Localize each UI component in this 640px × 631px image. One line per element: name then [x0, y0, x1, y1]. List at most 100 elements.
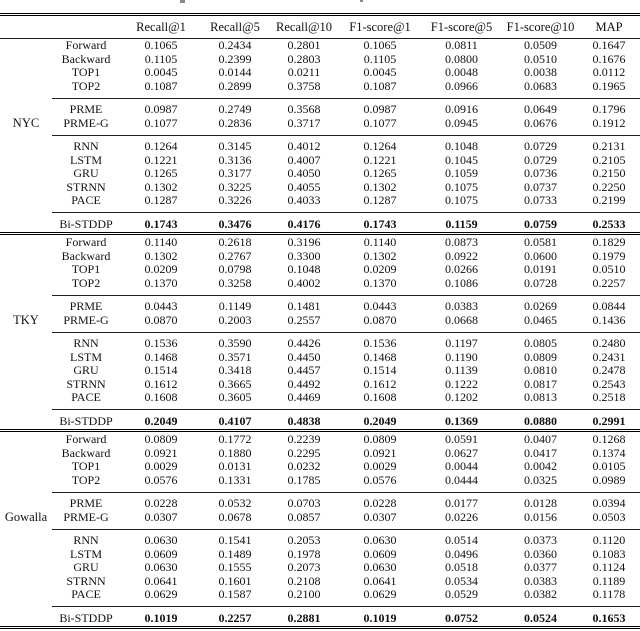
column-header: Recall@1 [120, 17, 202, 39]
metric-value: 0.1436 [592, 313, 626, 327]
group-separator-cell [52, 93, 640, 103]
dataset-label: TKY [13, 313, 39, 328]
dataset-label: NYC [12, 116, 40, 131]
metric-value: 0.0382 [524, 588, 557, 601]
metric-value: 0.0609 [363, 547, 397, 561]
table-row: PACE 0.1608 0.3605 0.4469 0.1608 0.1202 0.0813… [0, 391, 640, 405]
metric-value: 0.0383 [524, 574, 557, 588]
table-row: NYC Forward 0.1065 0.2434 0.2801 0.1065 0.0811… [0, 38, 640, 130]
metric-value: 0.0465 [524, 313, 557, 327]
method-label: PRME [69, 300, 103, 313]
metric-value: 0.0509 [524, 38, 557, 52]
metric-value: 0.2434 [218, 38, 252, 52]
results-table: Recall@1 Recall@5 Recall@10 F1-score@1 F1-sc… [0, 12, 640, 630]
group-separator-line [52, 606, 640, 607]
metric-value: 0.0532 [218, 497, 252, 510]
metric-value: 0.3590 [218, 337, 252, 350]
metric-value: 0.1370 [363, 276, 397, 290]
metric-value: 0.0524 [524, 611, 557, 625]
metric-value: 0.0759 [524, 217, 557, 231]
metric-value: 0.0733 [524, 194, 557, 207]
method-label: RNN [73, 140, 99, 153]
metric-value: 0.1302 [363, 180, 397, 194]
metric-value: 0.1481 [287, 300, 321, 313]
metric-value: 0.2899 [218, 79, 252, 93]
metric-value: 0.0048 [445, 66, 478, 79]
group-separator-row [0, 602, 640, 612]
group-separator-row [0, 290, 640, 300]
metric-value: 0.1796 [592, 103, 626, 116]
metric-value: 0.1178 [592, 588, 626, 601]
method-label: Backward [61, 249, 111, 263]
table-row: RNN 0.1536 0.3590 0.4426 0.1536 0.1197 0.0805 0… [0, 337, 640, 351]
metric-value: 0.1048 [445, 140, 478, 153]
metric-value: 0.0269 [524, 300, 557, 313]
metric-value: 0.3226 [218, 194, 252, 207]
metric-value: 0.0042 [524, 460, 557, 473]
metric-value: 0.1287 [363, 194, 397, 207]
method-label: RNN [73, 337, 99, 350]
group-separator-row [0, 524, 640, 534]
method-label: PACE [71, 194, 101, 207]
metric-value: 0.0325 [524, 473, 557, 487]
metric-value: 0.3145 [218, 140, 252, 153]
metric-value: 0.1265 [144, 167, 178, 180]
metric-value: 0.1302 [363, 249, 397, 263]
metric-value: 0.1374 [592, 446, 626, 460]
metric-value: 0.0029 [144, 460, 178, 473]
metric-value: 0.1077 [363, 116, 397, 130]
group-separator-cell [52, 290, 640, 300]
metric-value: 0.1331 [218, 473, 252, 487]
metric-value: 0.0377 [524, 561, 557, 574]
metric-value: 0.2150 [592, 167, 626, 180]
metric-value: 0.0736 [524, 167, 557, 180]
table-row: PRME-G 0.0307 0.0678 0.0857 0.0307 0.0226 0.01… [0, 511, 640, 525]
metric-value: 0.1514 [144, 364, 178, 377]
method-label: PRME [69, 103, 103, 116]
metric-value: 0.1268 [592, 433, 626, 446]
metric-value: 0.0811 [445, 38, 478, 52]
metric-value: 0.3568 [287, 103, 321, 116]
metric-value: 0.0630 [144, 561, 178, 574]
horizontal-rule-row [0, 428, 640, 433]
metric-value: 0.1139 [445, 364, 478, 377]
metric-value: 0.0729 [524, 153, 557, 167]
column-header: MAP [578, 17, 640, 39]
metric-value: 0.1190 [445, 350, 478, 364]
table-row: Backward 0.0921 0.1880 0.2295 0.0921 0.0627 0.… [0, 447, 640, 461]
group-separator-line [52, 134, 640, 136]
metric-value: 0.0211 [287, 66, 321, 79]
group-separator-cell [52, 130, 640, 140]
metric-value: 0.0307 [363, 510, 397, 524]
caption-remnant [180, 0, 185, 3]
metric-value: 0.0045 [144, 66, 178, 79]
metric-value: 0.0800 [445, 52, 478, 66]
metric-value: 0.1077 [144, 116, 178, 130]
metric-value: 0.0226 [445, 510, 478, 524]
metric-value: 0.0922 [445, 249, 478, 263]
caption-remnant [360, 0, 363, 2]
metric-value: 0.0417 [524, 446, 557, 460]
group-separator-row [0, 405, 640, 415]
method-label: STRNN [66, 574, 106, 588]
column-header: F1-score@10 [503, 17, 578, 39]
metric-value: 0.2108 [287, 574, 321, 588]
table-row: LSTM 0.0609 0.1489 0.1978 0.0609 0.0496 0.0360… [0, 548, 640, 562]
metric-value: 0.0873 [445, 236, 478, 249]
header-row: Recall@1 Recall@5 Recall@10 F1-score@1 F1-sc… [0, 17, 640, 39]
group-separator-row [0, 93, 640, 103]
metric-value: 0.0394 [592, 497, 626, 510]
metric-value: 0.0591 [445, 433, 478, 446]
metric-value: 0.1149 [218, 300, 252, 313]
group-separator-line [52, 97, 640, 99]
method-label: STRNN [66, 377, 106, 391]
metric-value: 0.0518 [445, 561, 478, 574]
dataset-label: Gowalla [4, 510, 48, 525]
table-row: TOP2 0.0576 0.1331 0.1785 0.0576 0.0444 0.0325… [0, 474, 640, 488]
metric-value: 0.0737 [524, 180, 557, 194]
method-label: TOP2 [71, 79, 101, 93]
metric-value: 0.1468 [363, 350, 397, 364]
metric-value: 0.1197 [445, 337, 478, 350]
